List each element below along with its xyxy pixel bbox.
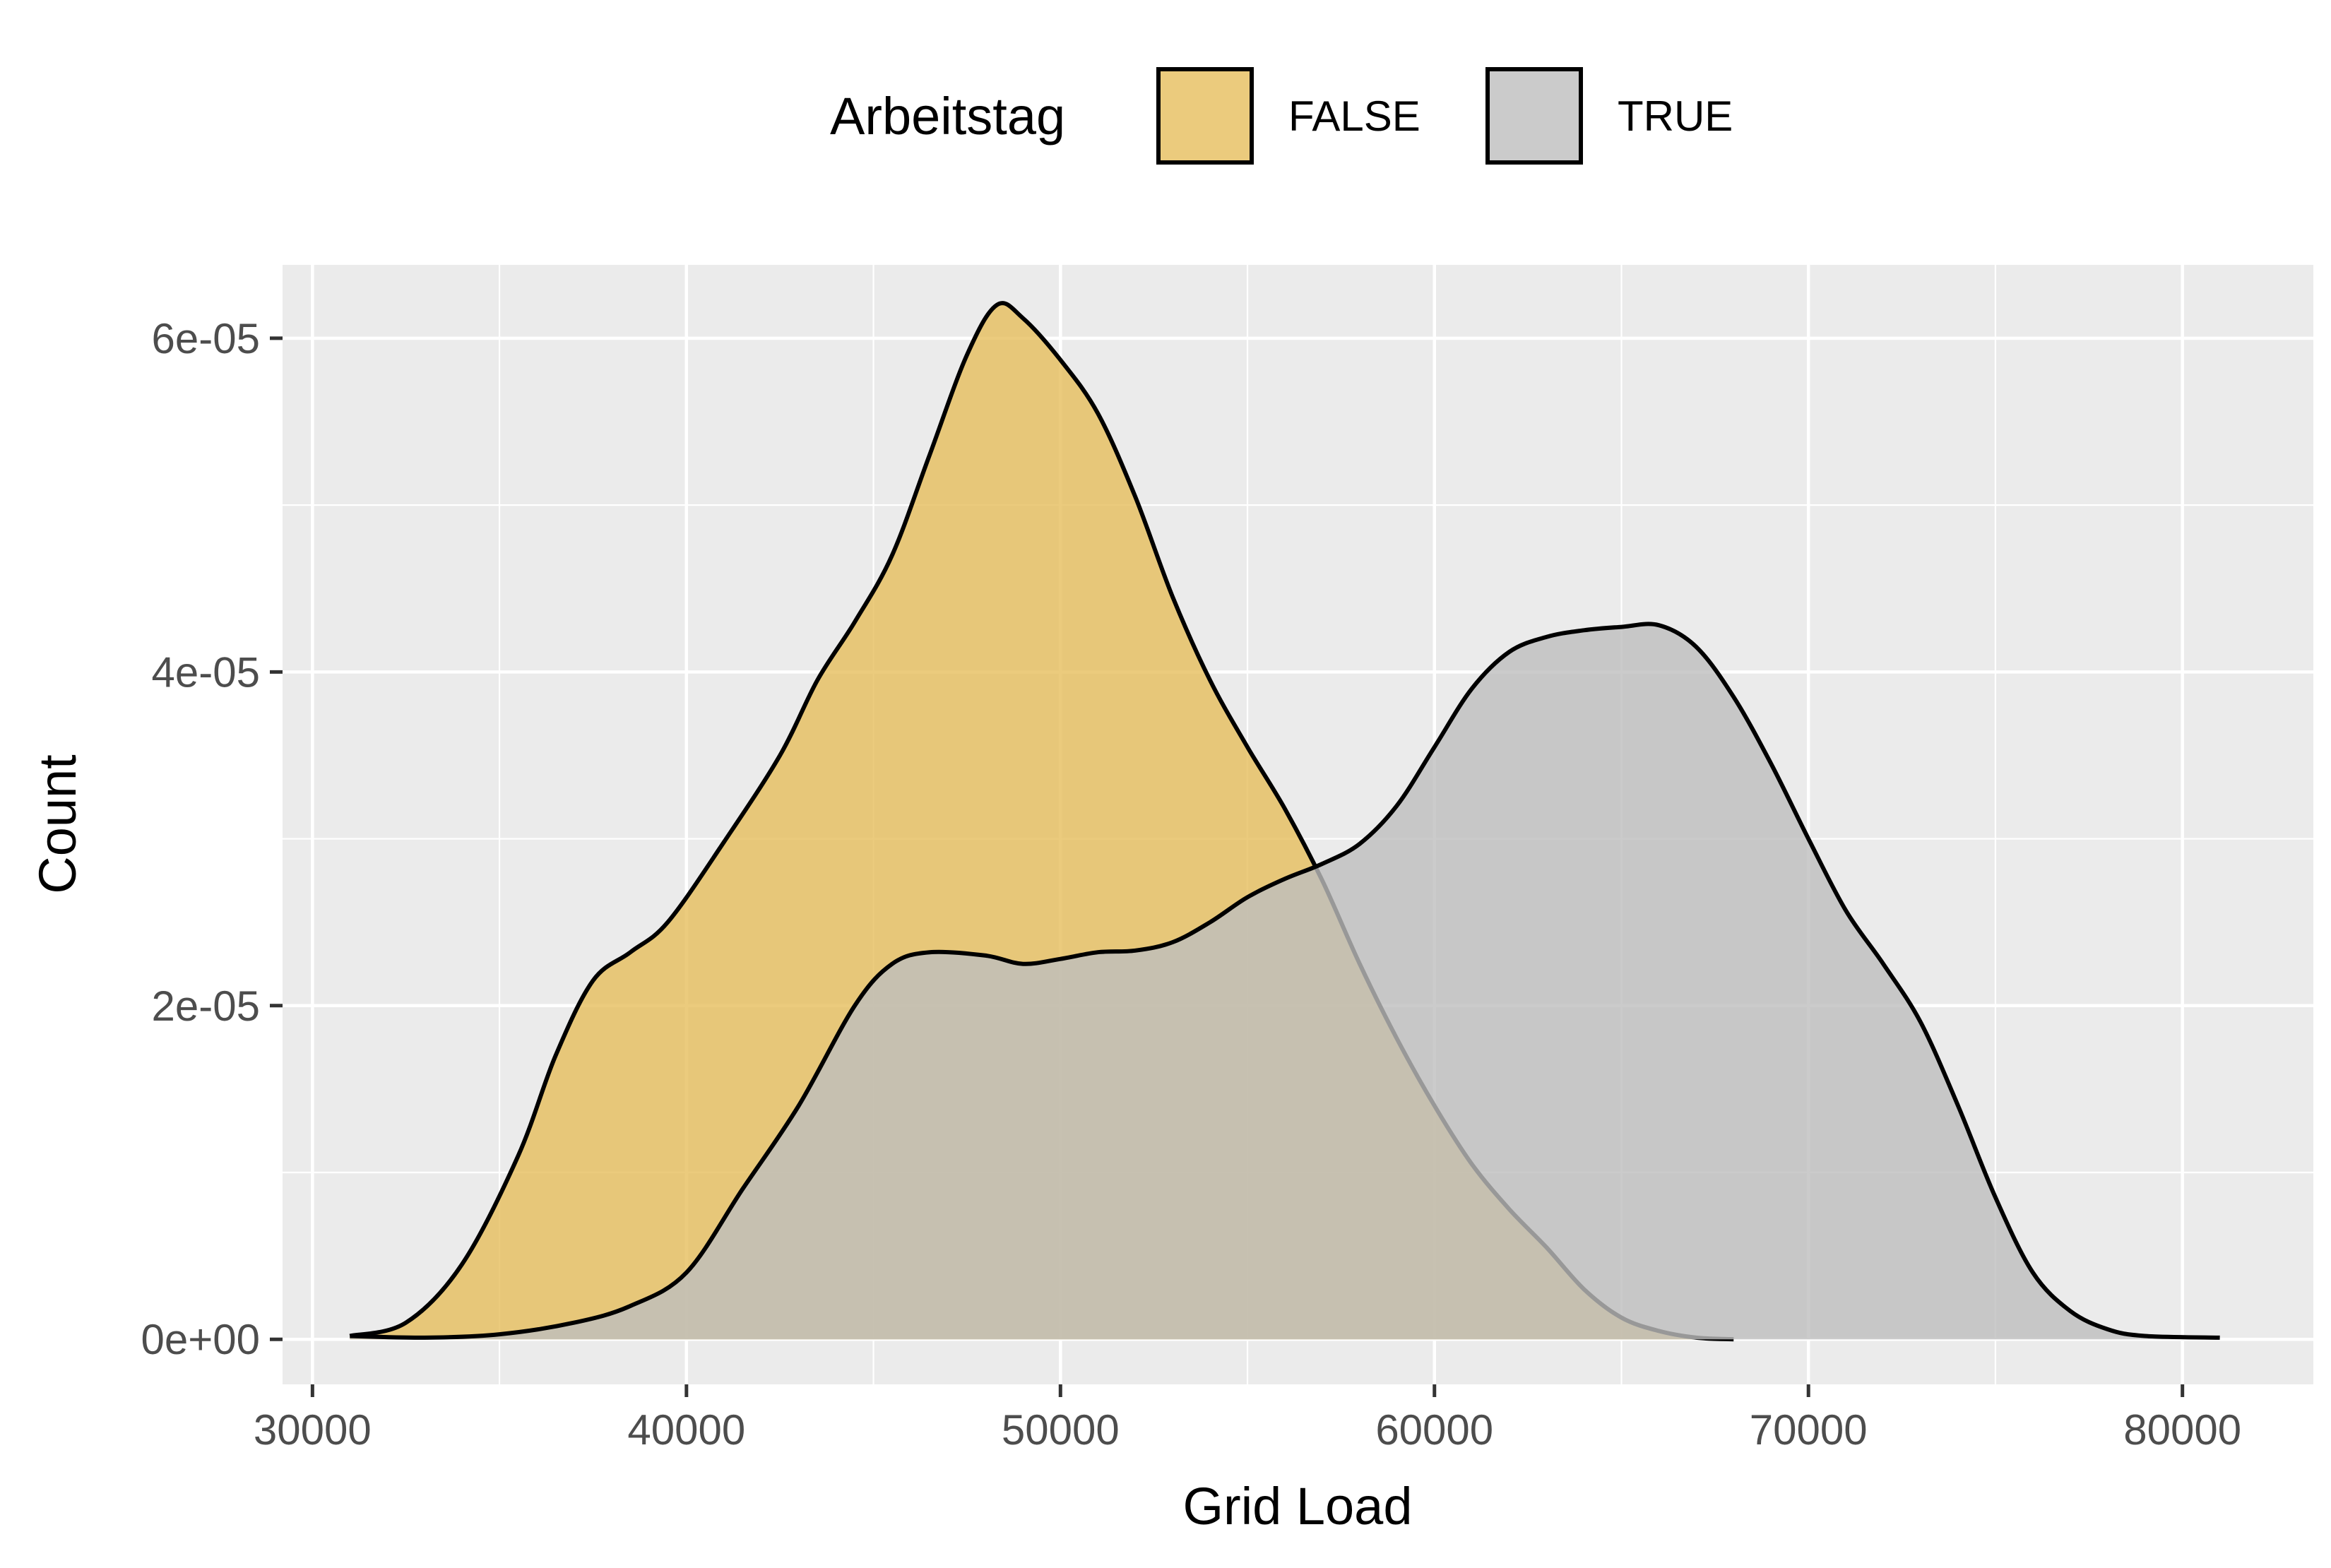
density-area-true [350, 624, 2220, 1340]
density-line-true [350, 622, 2220, 1340]
y-axis-title: Count [28, 754, 87, 894]
series-layer [349, 301, 2220, 1342]
y-tick-label: 6e-05 [152, 315, 260, 362]
legend-swatch-true [1485, 67, 1583, 165]
y-tick-label: 0e+00 [141, 1316, 260, 1363]
x-tick-label: 30000 [254, 1406, 372, 1454]
legend: Arbeitstag FALSE TRUE [830, 67, 1733, 165]
x-tick-label: 80000 [2123, 1406, 2241, 1454]
x-tick-label: 70000 [1750, 1406, 1868, 1454]
y-tick-label: 4e-05 [152, 648, 260, 696]
x-tick-label: 40000 [627, 1406, 745, 1454]
legend-label-true: TRUE [1618, 93, 1733, 140]
x-tick-label: 50000 [1002, 1406, 1120, 1454]
axes: 30000 40000 50000 60000 70000 80000 0e+00 2e-05… [141, 315, 2241, 1454]
y-tick-label: 2e-05 [152, 982, 260, 1030]
legend-swatch-false [1156, 67, 1254, 165]
x-tick-label: 60000 [1375, 1406, 1493, 1454]
legend-title: Arbeitstag [830, 87, 1065, 145]
legend-label-false: FALSE [1288, 93, 1420, 140]
x-axis-title: Grid Load [1183, 1477, 1413, 1536]
